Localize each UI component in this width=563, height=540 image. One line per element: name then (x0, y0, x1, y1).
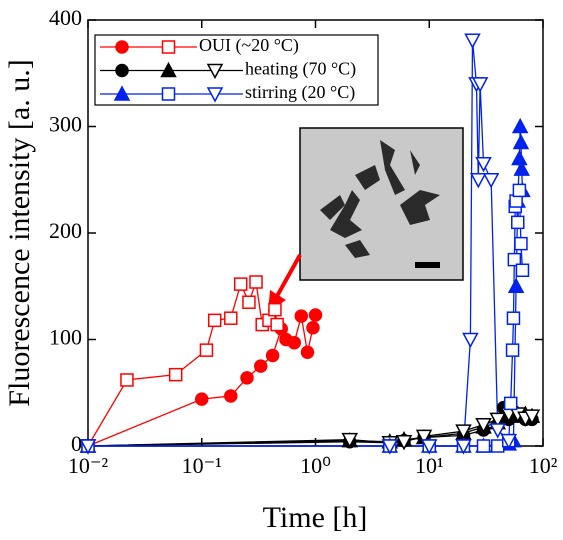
marker (300, 345, 315, 360)
marker (270, 317, 284, 332)
marker (381, 439, 399, 455)
marker (507, 252, 522, 267)
marker (506, 311, 521, 325)
y-axis-label: Fluorescence intensity [a. u.] (3, 59, 36, 406)
marker (308, 308, 323, 322)
x-tick-label: 10⁻¹ (182, 453, 222, 478)
marker (341, 432, 358, 449)
x-tick-label: 10¹ (415, 453, 444, 478)
marker (206, 63, 224, 80)
marker (455, 424, 472, 440)
marker (511, 117, 529, 134)
marker (471, 77, 489, 93)
marker (514, 236, 528, 251)
y-tick-label: 300 (49, 112, 82, 137)
inset-image (299, 127, 464, 281)
marker (115, 63, 129, 78)
marker (120, 373, 134, 387)
marker (512, 133, 530, 150)
marker (240, 371, 254, 385)
marker (476, 439, 491, 453)
marker (249, 275, 263, 289)
marker (115, 40, 129, 54)
marker (513, 160, 530, 176)
marker (306, 321, 320, 335)
marker (207, 313, 222, 328)
legend-label: stirring (20 °C) (245, 82, 355, 103)
marker (415, 429, 433, 445)
marker (507, 277, 525, 293)
y-tick-label: 200 (49, 218, 82, 243)
y-tick-label: 100 (49, 325, 82, 350)
x-axis-label: Time [h] (263, 501, 368, 534)
marker (464, 33, 481, 49)
marker (475, 157, 492, 173)
marker (199, 343, 214, 357)
marker (79, 439, 97, 455)
marker (113, 85, 131, 101)
marker (515, 263, 530, 278)
marker (233, 277, 248, 291)
marker (489, 412, 506, 428)
marker (482, 173, 500, 189)
marker (161, 40, 176, 54)
legend-label: heating (70 °C) (245, 59, 356, 80)
marker (206, 87, 224, 103)
marker (161, 87, 176, 101)
marker (168, 367, 183, 382)
marker (505, 343, 520, 357)
marker (224, 311, 238, 325)
x-tick-label: 10⁰ (300, 453, 331, 478)
y-tick-label: 400 (49, 5, 82, 30)
marker (395, 434, 413, 451)
marker (420, 439, 438, 455)
marker (294, 309, 309, 323)
x-tick-label: 10² (529, 453, 558, 478)
marker (195, 392, 209, 406)
marker (224, 389, 238, 403)
marker (490, 439, 505, 453)
legend: OUI (~20 °C) heating (70 °C)stirring (20 … (94, 34, 379, 106)
marker (455, 439, 472, 455)
x-tick-label: 10⁻² (68, 453, 109, 478)
marker (523, 409, 541, 425)
marker (253, 359, 268, 373)
marker (265, 348, 280, 363)
marker (512, 183, 527, 198)
marker (500, 433, 518, 450)
legend-label: OUI (~20 °C) (199, 35, 299, 56)
y-tick-label: 0 (71, 431, 82, 456)
marker (503, 396, 518, 411)
marker (242, 295, 256, 309)
marker (287, 335, 301, 350)
marker (160, 61, 177, 78)
marker (268, 302, 282, 317)
marker (475, 417, 492, 434)
marker (511, 215, 525, 230)
marker (511, 149, 528, 166)
marker (462, 332, 479, 349)
marker (489, 423, 506, 439)
marker (470, 173, 487, 189)
